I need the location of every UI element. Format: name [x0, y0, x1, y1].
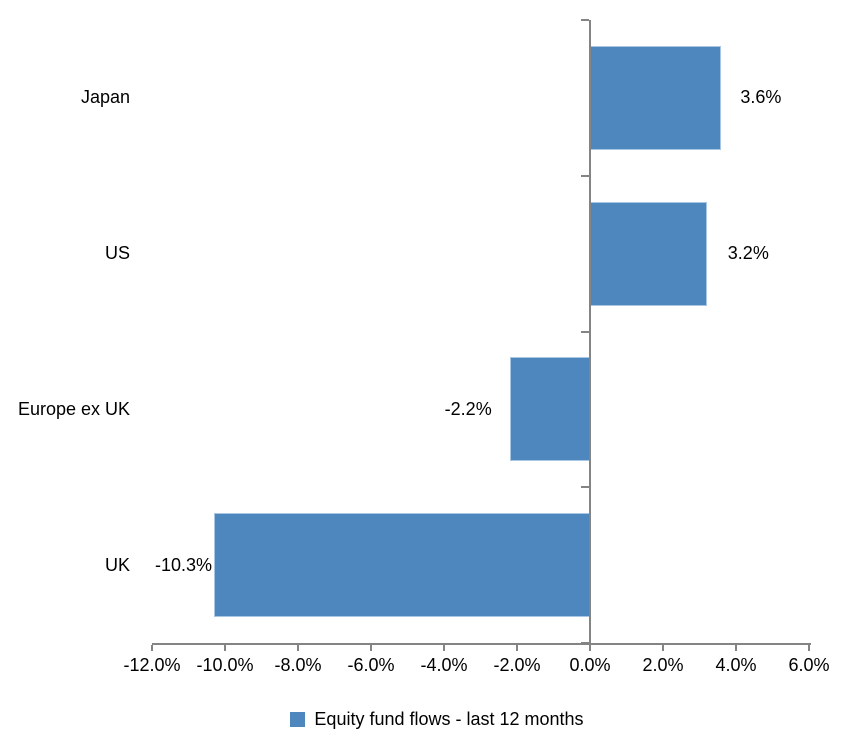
x-tick-label: 0.0% — [569, 655, 611, 675]
category-label: US — [104, 243, 130, 264]
legend-label: Equity fund flows - last 12 months — [314, 708, 584, 729]
x-axis-tick — [516, 645, 518, 651]
y-axis-tick — [581, 174, 589, 177]
y-axis-tick — [581, 486, 589, 489]
x-tick-label: 4.0% — [715, 655, 757, 675]
x-axis-tick — [808, 645, 810, 651]
legend-swatch-icon — [290, 711, 306, 727]
bar — [509, 357, 590, 462]
y-axis-tick — [581, 330, 589, 333]
data-label: 3.6% — [740, 87, 782, 108]
data-label: -2.2% — [444, 398, 492, 419]
category-label: Japan — [80, 87, 130, 108]
x-axis-tick — [735, 645, 737, 651]
x-axis-tick — [224, 645, 226, 651]
x-axis-tick — [662, 645, 664, 651]
x-axis-tick — [370, 645, 372, 651]
y-axis-tick — [581, 19, 589, 21]
data-label: 3.2% — [727, 243, 769, 264]
data-label: -10.3% — [155, 554, 213, 575]
category-label: Europe ex UK — [17, 398, 130, 419]
x-tick-label: -8.0% — [274, 655, 322, 675]
x-tick-label: -4.0% — [420, 655, 468, 675]
x-tick-label: -6.0% — [347, 655, 395, 675]
x-tick-label: -12.0% — [123, 655, 181, 675]
x-tick-label: 6.0% — [788, 655, 830, 675]
legend: Equity fund flows - last 12 months — [11, 704, 852, 734]
x-axis-tick — [443, 645, 445, 651]
bar — [590, 201, 707, 306]
x-tick-label: -2.0% — [493, 655, 541, 675]
category-label: UK — [104, 554, 130, 575]
x-axis-tick — [297, 645, 299, 651]
y-axis-line — [589, 20, 591, 651]
x-axis-tick — [589, 645, 591, 651]
x-axis-line — [152, 643, 811, 645]
bar — [590, 45, 722, 150]
bar — [214, 513, 590, 618]
x-tick-label: 2.0% — [642, 655, 684, 675]
x-tick-label: -10.0% — [196, 655, 254, 675]
x-axis-tick — [151, 645, 153, 651]
